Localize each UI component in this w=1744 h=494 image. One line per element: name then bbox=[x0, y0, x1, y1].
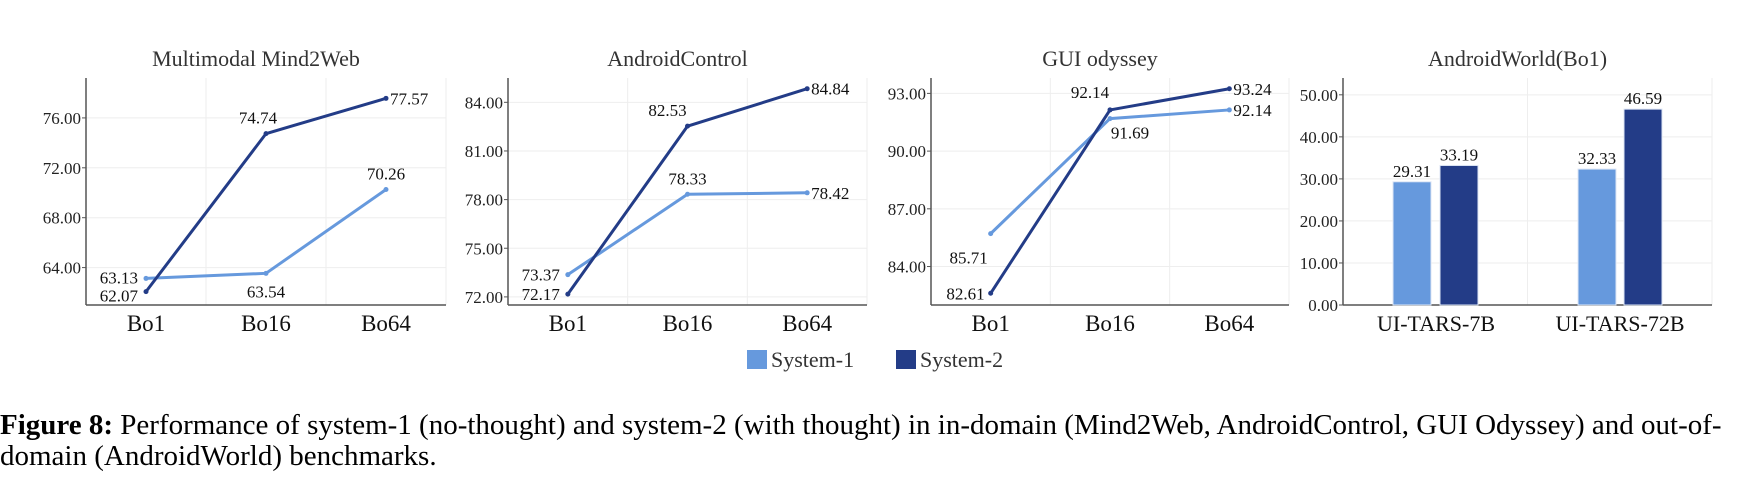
y-tick-label: 64.00 bbox=[43, 259, 81, 278]
caption-label: Figure 8: bbox=[0, 409, 114, 441]
legend: System-1 System-2 bbox=[747, 347, 1003, 372]
data-point bbox=[143, 289, 149, 295]
data-label: 92.14 bbox=[1071, 83, 1110, 102]
y-tick-label: 20.00 bbox=[1300, 212, 1338, 231]
legend-swatch bbox=[896, 350, 916, 369]
y-tick-label: 72.00 bbox=[465, 288, 503, 307]
x-tick-label: Bo1 bbox=[127, 311, 165, 336]
data-point bbox=[685, 123, 690, 129]
data-point bbox=[1107, 107, 1113, 113]
x-tick-label: Bo16 bbox=[663, 311, 713, 336]
data-label: 73.37 bbox=[522, 266, 561, 285]
y-tick-label: 68.00 bbox=[43, 209, 81, 228]
data-point bbox=[685, 191, 690, 197]
chart-title: Multimodal Mind2Web bbox=[152, 46, 360, 71]
data-point bbox=[988, 290, 994, 296]
chart-title: AndroidControl bbox=[607, 46, 748, 71]
y-tick-label: 93.00 bbox=[888, 84, 926, 103]
legend-label: System-2 bbox=[920, 347, 1003, 372]
data-label: 84.84 bbox=[811, 80, 850, 99]
data-label: 91.69 bbox=[1111, 124, 1149, 143]
legend-swatch bbox=[747, 350, 767, 369]
data-label: 62.07 bbox=[100, 287, 139, 306]
data-point bbox=[1226, 107, 1232, 113]
x-tick-label: Bo64 bbox=[1204, 311, 1254, 336]
bar-system-1 bbox=[1577, 168, 1617, 306]
chart-panel-2: 72.00 75.00 78.00 81.00 84.00 AndroidControl B… bbox=[465, 46, 868, 336]
y-tick-label: 84.00 bbox=[888, 258, 926, 277]
data-label: 77.57 bbox=[390, 89, 429, 108]
data-point bbox=[1226, 86, 1232, 92]
data-point bbox=[263, 270, 269, 276]
caption-text: Performance of system-1 (no-thought) and… bbox=[0, 409, 1722, 472]
figure-caption: Figure 8: Performance of system-1 (no-th… bbox=[0, 410, 1744, 472]
legend-label: System-1 bbox=[771, 347, 854, 372]
data-point bbox=[804, 86, 810, 92]
data-label: 92.14 bbox=[1233, 101, 1272, 120]
data-point bbox=[565, 291, 571, 297]
figure-charts: 64.00 68.00 72.00 76.00 Multimodal Mind2Web B… bbox=[43, 46, 1713, 372]
data-label: 78.33 bbox=[668, 169, 706, 188]
data-point bbox=[383, 187, 389, 193]
legend-item-system-1: System-1 bbox=[747, 347, 854, 372]
data-label: 82.61 bbox=[946, 284, 984, 303]
y-tick-label: 40.00 bbox=[1300, 128, 1338, 147]
bar-system-2 bbox=[1439, 164, 1479, 306]
bar-system-1 bbox=[1392, 181, 1432, 306]
data-point bbox=[988, 231, 994, 237]
chart-panel-1: 64.00 68.00 72.00 76.00 Multimodal Mind2Web B… bbox=[43, 46, 447, 336]
y-tick-label: 72.00 bbox=[43, 159, 81, 178]
y-tick-label: 75.00 bbox=[465, 239, 503, 258]
data-point bbox=[565, 272, 571, 278]
data-label: 85.71 bbox=[950, 249, 988, 268]
y-tick-label: 10.00 bbox=[1300, 254, 1338, 273]
x-tick-label: Bo1 bbox=[549, 311, 587, 336]
series-line-system-1 bbox=[566, 191, 808, 276]
data-point bbox=[804, 190, 810, 196]
y-tick-label: 84.00 bbox=[465, 93, 503, 112]
y-tick-label: 78.00 bbox=[465, 191, 503, 210]
legend-item-system-2: System-2 bbox=[896, 347, 1003, 372]
data-label: 46.59 bbox=[1624, 89, 1662, 108]
x-tick-label: Bo64 bbox=[361, 311, 411, 336]
chart-panel-4: 0.00 10.00 20.00 30.00 40.00 50.00 AndroidWorl… bbox=[1300, 46, 1713, 336]
data-label: 33.19 bbox=[1440, 145, 1478, 164]
data-label: 63.54 bbox=[247, 282, 286, 301]
chart-panel-3: 84.00 87.00 90.00 93.00 GUI odyssey Bo1 Bo16 Bo… bbox=[888, 46, 1290, 336]
data-label: 78.42 bbox=[811, 184, 849, 203]
y-tick-label: 50.00 bbox=[1300, 86, 1338, 105]
data-label: 74.74 bbox=[239, 109, 278, 128]
y-tick-label: 0.00 bbox=[1308, 296, 1338, 315]
data-label: 63.13 bbox=[100, 268, 138, 287]
data-point bbox=[383, 95, 389, 101]
x-tick-label: UI-TARS-7B bbox=[1377, 311, 1495, 336]
x-tick-label: UI-TARS-72B bbox=[1555, 311, 1684, 336]
data-label: 32.33 bbox=[1578, 149, 1616, 168]
chart-title: AndroidWorld(Bo1) bbox=[1428, 46, 1607, 71]
y-tick-label: 90.00 bbox=[888, 142, 926, 161]
x-tick-label: Bo16 bbox=[241, 311, 291, 336]
x-tick-label: Bo64 bbox=[782, 311, 832, 336]
series-line-system-1 bbox=[145, 188, 387, 280]
series-line-system-2 bbox=[566, 87, 808, 296]
chart-title: GUI odyssey bbox=[1042, 46, 1158, 71]
y-tick-label: 81.00 bbox=[465, 142, 503, 161]
data-point bbox=[143, 275, 149, 281]
y-tick-label: 30.00 bbox=[1300, 170, 1338, 189]
data-label: 82.53 bbox=[648, 101, 686, 120]
data-label: 72.17 bbox=[522, 285, 561, 304]
data-label: 93.24 bbox=[1233, 80, 1272, 99]
bar-system-2 bbox=[1623, 108, 1663, 306]
y-tick-label: 76.00 bbox=[43, 109, 81, 128]
data-point bbox=[1107, 116, 1113, 122]
x-tick-label: Bo1 bbox=[971, 311, 1009, 336]
x-tick-label: Bo16 bbox=[1085, 311, 1135, 336]
y-tick-label: 87.00 bbox=[888, 200, 926, 219]
data-label: 70.26 bbox=[367, 165, 405, 184]
data-label: 29.31 bbox=[1393, 162, 1431, 181]
data-point bbox=[263, 131, 269, 137]
